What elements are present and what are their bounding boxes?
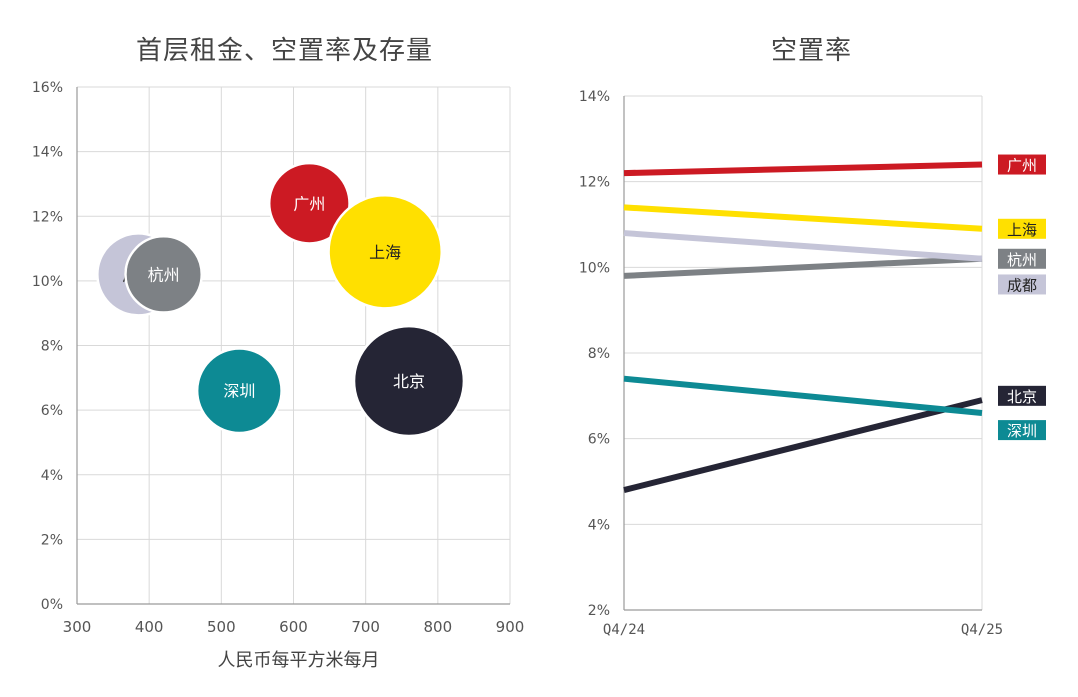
bubble-circle	[267, 161, 351, 245]
legend-tag-深圳: 深圳	[998, 420, 1046, 441]
y-tick-label: 16%	[32, 80, 63, 96]
series-深圳	[623, 375, 983, 416]
y-tick-label: 12%	[579, 175, 610, 191]
series-成都	[623, 230, 983, 262]
bubble-北京: 北京	[352, 324, 466, 438]
bubble-label: 广州	[293, 194, 325, 213]
legend-tag-label: 上海	[1007, 221, 1037, 239]
series-北京	[623, 397, 983, 493]
y-tick-label: 4%	[588, 517, 610, 533]
legend-tag-杭州: 杭州	[998, 248, 1046, 269]
line-chart-title: 空置率	[771, 36, 853, 66]
x-tick-label: Q4/25	[961, 622, 1003, 638]
legend-tag-上海: 上海	[998, 218, 1046, 239]
bubble-label: 上海	[369, 243, 401, 262]
bubble-上海: 上海	[327, 193, 443, 310]
bubble-circle	[352, 324, 466, 438]
y-tick-label: 2%	[41, 532, 63, 548]
y-tick-label: 8%	[41, 339, 63, 355]
x-tick-label: 400	[135, 618, 164, 636]
legend-tag-label: 杭州	[1007, 251, 1037, 269]
series-line	[623, 255, 983, 279]
series-杭州	[623, 255, 983, 279]
legend-tag-成都: 成都	[998, 274, 1046, 295]
legend-tag-box	[998, 385, 1046, 406]
x-tick-label: 500	[207, 618, 236, 636]
legend-tag-北京: 北京	[998, 385, 1046, 406]
legend-tag-box	[998, 154, 1046, 175]
legend-tag-box	[998, 274, 1046, 295]
legend-tag-label: 广州	[1007, 157, 1037, 175]
bubble-广州: 广州	[267, 161, 351, 245]
line-chart-panel: 空置率 2% 4% 6% 8% 10% 12% 14% Q4/24 Q4/25 广州上海杭州成都北…	[540, 0, 1078, 697]
x-tick-label: Q4/24	[603, 622, 645, 638]
series-line	[623, 161, 983, 177]
bubble-label: 杭州	[148, 265, 180, 284]
bubble-label: 深圳	[223, 382, 255, 401]
y-tick-label: 10%	[32, 274, 63, 290]
y-tick-label: 0%	[41, 597, 63, 613]
y-tick-label: 14%	[579, 89, 610, 105]
legend-tag-label: 成都	[1007, 276, 1037, 294]
x-axis-label: 人民币每平方米每月	[218, 650, 380, 671]
series-line	[623, 375, 983, 416]
x-tick-label: 700	[351, 618, 380, 636]
bubble-label: 北京	[393, 372, 425, 391]
y-tick-label: 10%	[579, 260, 610, 276]
legend-tag-label: 深圳	[1007, 422, 1037, 440]
bubble-circle	[124, 235, 203, 314]
y-tick-label: 4%	[41, 468, 63, 484]
bubble-circle	[327, 193, 443, 310]
y-tick-label: 12%	[32, 209, 63, 225]
legend-tag-box	[998, 218, 1046, 239]
y-tick-label: 6%	[588, 432, 610, 448]
y-tick-label: 6%	[41, 403, 63, 419]
bubble-杭州: 杭州	[124, 235, 203, 314]
bubble-深圳: 深圳	[195, 347, 283, 435]
legend-tag-box	[998, 248, 1046, 269]
legend-tag-label: 北京	[1007, 388, 1037, 406]
legend-tag-box	[998, 420, 1046, 441]
x-tick-label: 600	[279, 618, 308, 636]
x-tick-label: 800	[424, 618, 453, 636]
y-tick-label: 14%	[32, 145, 63, 161]
legend-tag-广州: 广州	[998, 154, 1046, 175]
x-tick-label: 900	[496, 618, 525, 636]
bubble-chart: 0% 2% 4% 6% 8% 10% 12% 14% 16% 300 400 500 600 700 800…	[32, 80, 525, 671]
bubble-circle	[195, 347, 283, 435]
x-tick-label: 300	[63, 618, 92, 636]
y-tick-label: 2%	[588, 603, 610, 619]
bubble-chart-title: 首层租金、空置率及存量	[136, 36, 434, 66]
y-tick-label: 8%	[588, 346, 610, 362]
bubble-chart-panel: 首层租金、空置率及存量 0% 2% 4% 6% 8% 10% 12% 14% 16% 300 400…	[32, 36, 525, 671]
series-line	[623, 204, 983, 232]
series-上海	[623, 204, 983, 232]
series-line	[623, 397, 983, 493]
series-广州	[623, 161, 983, 177]
series-line	[623, 230, 983, 262]
